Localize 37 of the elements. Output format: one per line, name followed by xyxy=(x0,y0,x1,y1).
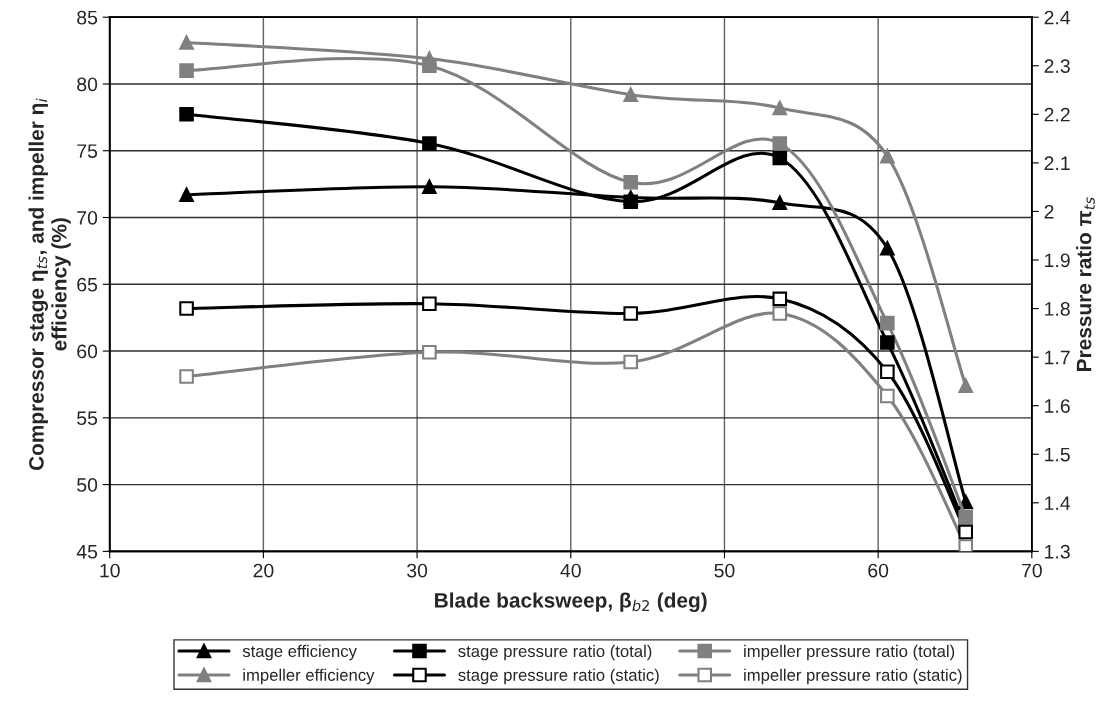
x-tick-label: 50 xyxy=(714,563,735,578)
legend-label: impeller efficiency xyxy=(243,668,375,685)
y-tick-label: 55 xyxy=(77,411,98,426)
x-tick-label: 60 xyxy=(868,563,889,578)
y2-tick-label: 2.1 xyxy=(1044,156,1070,170)
y2-tick-label: 1.4 xyxy=(1045,496,1071,510)
legend-label: stage pressure ratio (static) xyxy=(458,668,659,685)
y2-tick-label: 1.6 xyxy=(1045,399,1070,413)
legend-label: impeller pressure ratio (total) xyxy=(744,644,955,661)
x-tick-label: 20 xyxy=(253,563,274,578)
y-tick-label: 60 xyxy=(77,344,98,359)
y2-tick-label: 1.7 xyxy=(1045,350,1070,365)
y2-tick-label: 1.3 xyxy=(1045,544,1070,559)
legend-label: impeller pressure ratio (static) xyxy=(744,668,962,685)
y2-tick-label: 1.8 xyxy=(1045,302,1070,316)
y-tick-label: 45 xyxy=(76,545,98,559)
x-tick-label: 30 xyxy=(407,563,428,578)
y2-tick-label: 2.2 xyxy=(1044,107,1070,122)
y-tick-label: 50 xyxy=(77,478,98,492)
text: Compressor stage η$_{ts}$, and impeller η$_{i}$ efficiency (%) xyxy=(28,98,71,471)
y-tick-label: 70 xyxy=(77,210,98,225)
y2-axis-title: Pressure ratio π$_{ts}$ xyxy=(1076,197,1095,371)
x-tick-label: 70 xyxy=(1022,563,1042,578)
x-tick-label: 10 xyxy=(100,563,120,578)
y2-tick-label: 2.4 xyxy=(1044,10,1071,25)
y2-tick-label: 2 xyxy=(1044,204,1054,219)
y-tick-label: 65 xyxy=(77,277,98,292)
legend-label: stage pressure ratio (total) xyxy=(458,644,652,661)
x-tick-label: 40 xyxy=(560,563,581,578)
y-tick-label: 85 xyxy=(77,10,98,25)
x-axis-title: Blade backsweep, β$_{b2}$ (deg) xyxy=(435,592,707,612)
y2-tick-label: 1.5 xyxy=(1045,447,1070,462)
y2-tick-label: 2.3 xyxy=(1044,59,1070,74)
y-tick-label: 75 xyxy=(77,144,98,158)
y-tick-label: 80 xyxy=(77,77,98,92)
y2-tick-label: 1.9 xyxy=(1045,253,1070,268)
legend-label: stage efficiency xyxy=(242,644,357,661)
